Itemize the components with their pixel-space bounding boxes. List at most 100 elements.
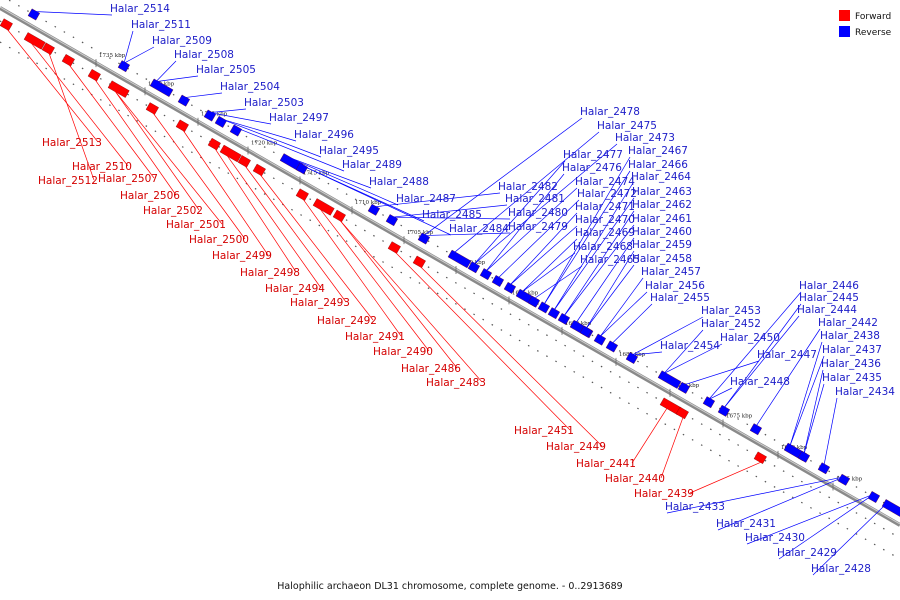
reverse-gene-glyph	[447, 249, 472, 269]
reverse-label-leader	[391, 216, 511, 220]
reverse-label-leader	[823, 397, 838, 466]
reverse-gene-glyph	[702, 396, 716, 409]
reverse-label-leader	[599, 277, 644, 337]
reverse-gene-label: Halar_2467	[628, 145, 688, 157]
forward-gene-glyph	[252, 163, 266, 177]
reverse-gene-label: Halar_2447	[757, 349, 817, 361]
reverse-gene-glyph	[557, 313, 571, 325]
forward-gene-label: Halar_2507	[98, 173, 158, 185]
forward-gene-label: Halar_2486	[401, 363, 461, 375]
reverse-gene-label: Halar_2474	[575, 176, 635, 188]
forward-label-leader	[419, 266, 603, 447]
reverse-gene-glyph	[881, 499, 900, 518]
forward-label-leader	[114, 90, 223, 225]
forward-label-leader	[394, 251, 571, 431]
forward-gene-label: Halar_2501	[166, 219, 226, 231]
legend-reverse-label: Reverse	[855, 28, 892, 38]
forward-label-leader	[319, 208, 430, 352]
reverse-gene-label: Halar_2477	[563, 149, 623, 161]
reverse-label-leader	[123, 46, 155, 64]
reverse-gene-glyph	[479, 268, 493, 281]
reverse-gene-label: Halar_2435	[822, 372, 882, 384]
forward-gene-label: Halar_2440	[605, 473, 665, 485]
reverse-gene-glyph	[537, 301, 551, 314]
reverse-gene-label: Halar_2437	[822, 344, 882, 356]
forward-gene-label: Halar_2483	[426, 377, 486, 389]
reverse-gene-label: Halar_2468	[573, 241, 633, 253]
reverse-gene-glyph	[117, 60, 131, 73]
reverse-label-leader	[723, 303, 802, 409]
reverse-gene-label: Halar_2430	[745, 532, 805, 544]
reverse-label-leader	[155, 60, 177, 82]
reverse-label-leader	[473, 160, 566, 265]
forward-gene-glyph	[237, 155, 251, 168]
forward-label-leader	[259, 174, 374, 321]
forward-gene-label: Halar_2492	[317, 315, 377, 327]
reverse-label-leader	[553, 182, 634, 311]
reverse-gene-glyph	[229, 124, 243, 137]
forward-gene-glyph	[675, 406, 689, 420]
forward-gene-label: Halar_2502	[143, 205, 203, 217]
reverse-gene-label: Halar_2476	[562, 162, 622, 174]
forward-gene-label: Halar_2439	[634, 488, 694, 500]
reverse-gene-glyph	[385, 214, 399, 227]
reverse-gene-label: Halar_2495	[319, 145, 379, 157]
reverse-gene-label: Halar_2463	[632, 186, 692, 198]
reverse-gene-label: Halar_2488	[369, 176, 429, 188]
reverse-gene-label: Halar_2504	[220, 81, 280, 93]
forward-gene-glyph	[145, 102, 159, 115]
reverse-label-leader	[563, 224, 635, 317]
reverse-label-leader	[155, 75, 199, 82]
reverse-label-leader	[473, 143, 618, 265]
reverse-label-leader	[585, 250, 635, 329]
reverse-label-leader	[789, 355, 825, 446]
reverse-gene-label: Halar_2471	[575, 201, 635, 213]
reverse-gene-label: Halar_2450	[720, 332, 780, 344]
forward-label-leader	[6, 28, 99, 143]
reverse-gene-glyph	[717, 404, 731, 417]
reverse-gene-label: Halar_2497	[269, 112, 329, 124]
reverse-label-leader	[789, 341, 823, 446]
reverse-gene-label: Halar_2458	[632, 253, 692, 265]
reverse-gene-label: Halar_2460	[632, 226, 692, 238]
tick-label: 1705 kbp	[407, 230, 434, 236]
map-caption: Halophilic archaeon DL31 chromosome, com…	[277, 581, 622, 592]
reverse-gene-label: Halar_2431	[716, 518, 776, 530]
legend: Forward Reverse	[839, 10, 892, 38]
reverse-label-leader	[812, 501, 889, 576]
reverse-gene-label: Halar_2462	[632, 199, 692, 211]
chromosome-backbone-highlight	[0, 6, 900, 525]
reverse-gene-glyph	[295, 162, 309, 175]
reverse-gene-glyph	[177, 94, 191, 107]
reverse-label-leader	[746, 493, 875, 545]
tick-label: 1675 kbp	[726, 413, 753, 419]
reverse-gene-label: Halar_2508	[174, 49, 234, 61]
reverse-label-leader	[33, 11, 113, 16]
reverse-gene-label: Halar_2434	[835, 386, 895, 398]
forward-gene-label: Halar_2506	[120, 190, 180, 202]
forward-gene-glyph	[23, 32, 46, 50]
reverse-label-leader	[423, 117, 583, 236]
reverse-label-leader	[683, 360, 760, 386]
gene-layer	[0, 8, 900, 518]
forward-label-leader	[152, 112, 246, 240]
reverse-gene-label: Halar_2485	[422, 209, 482, 221]
forward-gene-label: Halar_2512	[38, 175, 98, 187]
forward-gene-glyph	[753, 451, 767, 464]
tick-label: 1715 kbp	[303, 170, 330, 176]
reverse-gene-label: Halar_2487	[396, 193, 456, 205]
forward-gene-label: Halar_2500	[189, 234, 249, 246]
reverse-label-leader	[220, 118, 322, 158]
reverse-label-leader	[391, 204, 508, 218]
reverse-gene-label: Halar_2428	[811, 563, 871, 575]
reverse-gene-label: Halar_2473	[615, 132, 675, 144]
reverse-label-leader	[575, 237, 635, 324]
reverse-gene-label: Halar_2465	[580, 254, 640, 266]
reverse-gene-glyph	[27, 8, 41, 21]
forward-gene-label: Halar_2510	[72, 161, 132, 173]
reverse-label-leader	[708, 387, 733, 400]
legend-forward-swatch	[839, 10, 850, 21]
reverse-label-leader	[209, 112, 272, 125]
reverse-gene-label: Halar_2453	[701, 305, 761, 317]
